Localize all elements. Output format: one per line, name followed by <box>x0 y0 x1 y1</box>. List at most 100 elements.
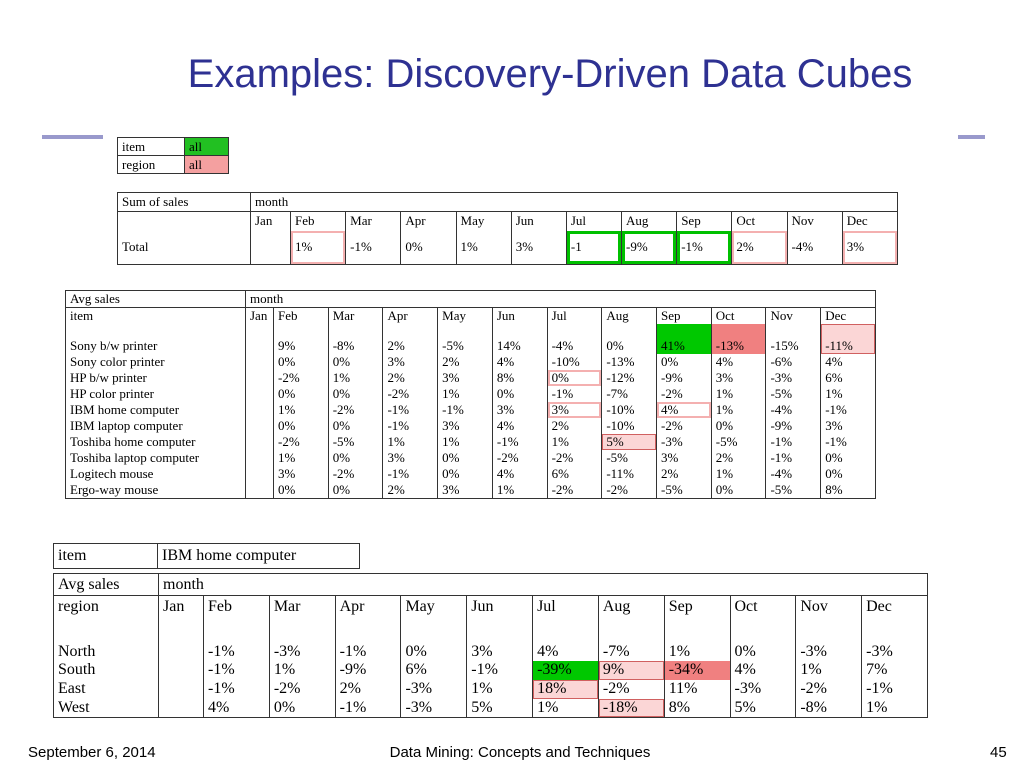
region-table: Avg sales month region Jan Feb Mar Apr May Jun Ju… <box>53 573 928 718</box>
value-cell: 2% <box>710 450 766 466</box>
value-cell: -1% <box>765 450 821 466</box>
sales-table: Sum of sales month Jan Feb Mar Apr May Jun Jul Au… <box>117 192 898 265</box>
month-label: Nov <box>786 211 843 231</box>
value-cell: -1% <box>861 679 928 699</box>
value-cell <box>245 450 274 466</box>
value-cell: 0% <box>327 450 383 466</box>
value-cell: -3% <box>268 617 336 661</box>
value-cell: 0% <box>327 482 383 499</box>
value-cell <box>245 370 274 386</box>
value-cell: -11% <box>601 466 657 482</box>
value-cell: -4% <box>765 466 821 482</box>
month-label: Apr <box>334 595 401 618</box>
value-cell: 0% <box>327 354 383 370</box>
value-cell: -2% <box>601 482 657 499</box>
cell-label: item <box>117 137 185 156</box>
value-cell: -4% <box>786 230 843 265</box>
value-cell: 0% <box>273 354 329 370</box>
value-cell: 0% <box>268 698 336 718</box>
value-cell: 2% <box>334 679 401 699</box>
month-label: Aug <box>621 211 677 231</box>
value-cell: -1% <box>345 230 401 265</box>
value-cell: -2% <box>273 434 329 450</box>
value-cell: -2% <box>327 466 383 482</box>
value-cell: 2% <box>382 324 438 354</box>
row-header: item <box>65 307 246 324</box>
item-table: Avg sales month item Jan Feb Mar Apr May Jun Jul A… <box>65 290 876 499</box>
value-cell: 3% <box>437 370 493 386</box>
value-cell: 1% <box>820 386 876 402</box>
value-cell: 1% <box>437 386 493 402</box>
value-cell: 1% <box>327 370 383 386</box>
value-cell: 0% <box>437 450 493 466</box>
header-row: Sum of sales month <box>117 192 898 212</box>
value-cell: -1% <box>466 660 533 680</box>
value-cell: 3% <box>437 418 493 434</box>
value-cell: 1% <box>861 698 928 718</box>
row-label: Total <box>117 230 251 265</box>
value-cell: 4% <box>491 466 548 482</box>
value-cell: 0% <box>400 230 457 265</box>
row: region all <box>117 155 229 174</box>
month-label: May <box>437 307 493 324</box>
value-cell: -12% <box>601 370 657 386</box>
value-cell: -1% <box>382 418 438 434</box>
value-cell: -1% <box>546 386 602 402</box>
month-label: Mar <box>268 595 336 618</box>
value-cell: 1% <box>795 660 862 680</box>
value-cell: -1% <box>437 402 493 418</box>
value-cell: 3% <box>546 402 602 418</box>
month-label: Feb <box>203 595 270 618</box>
value-cell: -4% <box>765 402 821 418</box>
value-cell: 2% <box>437 354 493 370</box>
value-cell <box>245 418 274 434</box>
row-label: Logitech mouse <box>65 466 246 482</box>
value-cell <box>245 482 274 499</box>
value-cell: 1% <box>663 617 730 661</box>
value-cell <box>245 466 274 482</box>
month-label: Mar <box>345 211 401 231</box>
value-cell: 2% <box>546 418 602 434</box>
value-cell: 1% <box>710 466 766 482</box>
value-cell: -10% <box>601 418 657 434</box>
data-row: IBM laptop computer 0% 0% -1% 3% 4% 2% -10% -2% 0… <box>65 418 876 434</box>
value-cell: 1% <box>546 434 602 450</box>
value-cell: -2% <box>327 402 383 418</box>
dimension-label: month <box>245 290 876 308</box>
value-cell: -1% <box>203 679 270 699</box>
month-label: Nov <box>795 595 862 618</box>
value-cell: 8% <box>663 698 730 718</box>
value-cell: 7% <box>861 660 928 680</box>
value-cell <box>158 660 204 680</box>
month-label: Oct <box>731 211 788 231</box>
value-cell: -15% <box>765 324 821 354</box>
value-cell <box>250 230 291 265</box>
value-cell: 3% <box>491 402 548 418</box>
footer-page: 45 <box>990 744 1007 761</box>
value-cell: 0% <box>710 418 766 434</box>
value-cell: -7% <box>601 386 657 402</box>
value-cell: 4% <box>491 354 548 370</box>
value-cell: -18% <box>597 698 665 718</box>
value-cell: 2% <box>382 482 438 499</box>
value-cell: -1% <box>203 617 270 661</box>
row-label: Toshiba laptop computer <box>65 450 246 466</box>
month-label: Jan <box>250 211 291 231</box>
value-cell: -3% <box>400 679 467 699</box>
value-cell: 3% <box>466 617 533 661</box>
value-cell: -9% <box>656 370 712 386</box>
value-cell: -7% <box>597 617 665 661</box>
value-cell: -10% <box>601 402 657 418</box>
slide-title: Examples: Discovery-Driven Data Cubes <box>187 52 913 96</box>
row-label: HP b/w printer <box>65 370 246 386</box>
value-cell: -1% <box>382 402 438 418</box>
value-cell: 2% <box>382 370 438 386</box>
value-cell: -5% <box>765 386 821 402</box>
value-cell: -9% <box>334 660 401 680</box>
value-cell: -6% <box>765 354 821 370</box>
value-cell: -11% <box>820 324 876 354</box>
value-cell: -1% <box>203 660 270 680</box>
value-cell: 3% <box>841 230 898 265</box>
corner-label: Avg sales <box>53 573 159 596</box>
value-cell: -1% <box>334 617 401 661</box>
